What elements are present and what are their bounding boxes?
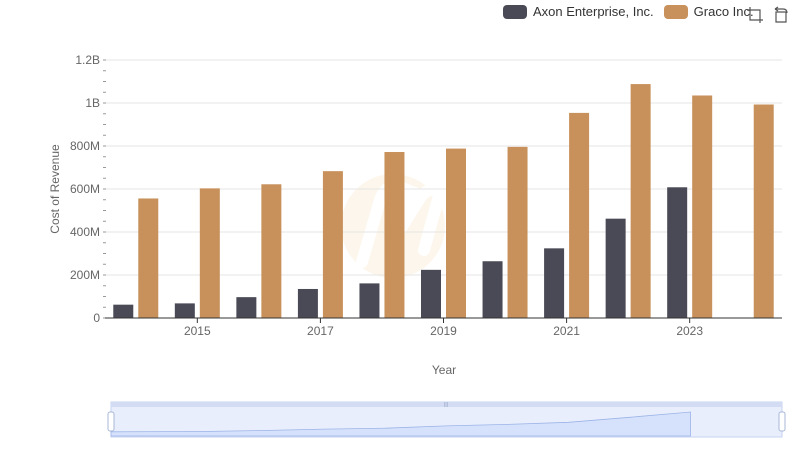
legend: Axon Enterprise, Inc. Graco Inc. xyxy=(503,4,754,19)
x-tick-label: 2019 xyxy=(430,324,457,338)
y-tick-label: 800M xyxy=(70,139,100,153)
bar-axon-2020[interactable] xyxy=(482,261,503,318)
bar-graco-2019[interactable] xyxy=(446,148,466,318)
legend-label-axon: Axon Enterprise, Inc. xyxy=(533,4,654,19)
y-tick-label: 0 xyxy=(93,311,100,325)
y-tick-label: 400M xyxy=(70,225,100,239)
x-tick-label: 2021 xyxy=(553,324,580,338)
x-tick-label: 2017 xyxy=(307,324,334,338)
bar-axon-2014[interactable] xyxy=(113,304,134,318)
slider-handle-right[interactable] xyxy=(778,411,786,432)
y-tick-label: 1.2B xyxy=(75,53,100,67)
bar-graco-2020[interactable] xyxy=(507,146,528,318)
bar-axon-2017[interactable] xyxy=(297,288,318,318)
legend-item-graco[interactable]: Graco Inc. xyxy=(663,4,754,19)
bar-graco-2022[interactable] xyxy=(630,84,651,318)
legend-item-axon[interactable]: Axon Enterprise, Inc. xyxy=(503,4,654,19)
bar-graco-2021[interactable] xyxy=(569,112,590,318)
bar-axon-2018[interactable] xyxy=(359,283,380,318)
legend-label-graco: Graco Inc. xyxy=(693,4,754,19)
bar-graco-2014[interactable] xyxy=(138,198,159,318)
toolbox xyxy=(746,6,790,24)
y-axis: 0 200M 400M 600M 800M 1B 1.2B xyxy=(70,53,106,325)
bar-axon-2022[interactable] xyxy=(605,218,626,318)
legend-swatch-axon xyxy=(503,4,527,19)
bar-axon-2021[interactable] xyxy=(544,248,565,318)
x-axis-label: Year xyxy=(432,363,456,377)
y-tick-label: 600M xyxy=(70,182,100,196)
x-axis: 2015 2017 2019 2021 2023 xyxy=(105,317,782,338)
bar-graco-2017[interactable] xyxy=(322,171,343,318)
restore-icon[interactable] xyxy=(772,6,790,24)
bar-axon-2015[interactable] xyxy=(174,303,195,318)
bar-graco-2023[interactable] xyxy=(692,95,713,318)
bar-axon-2019[interactable] xyxy=(421,269,441,318)
bar-graco-2016[interactable] xyxy=(261,184,282,318)
slider-handle-left[interactable] xyxy=(107,411,115,432)
bar-axon-2016[interactable] xyxy=(236,297,257,318)
y-axis-label: Cost of Revenue xyxy=(48,144,62,234)
bar-graco-2015[interactable] xyxy=(199,188,220,318)
zoom-icon[interactable] xyxy=(746,6,764,24)
x-tick-label: 2015 xyxy=(184,324,211,338)
legend-swatch-graco xyxy=(663,4,688,19)
bar-graco-2024[interactable] xyxy=(753,104,774,318)
y-tick-label: 1B xyxy=(85,96,100,110)
slider-grip-icon[interactable]: ||| xyxy=(444,402,448,408)
slider-preview-area xyxy=(110,411,691,437)
x-tick-label: 2023 xyxy=(676,324,703,338)
bar-graco-2018[interactable] xyxy=(384,152,405,318)
data-zoom-slider[interactable]: ||| xyxy=(107,401,786,438)
bars xyxy=(113,84,774,318)
slider-top-bar[interactable] xyxy=(111,402,782,407)
bar-axon-2023[interactable] xyxy=(667,187,688,318)
y-tick-label: 200M xyxy=(70,268,100,282)
